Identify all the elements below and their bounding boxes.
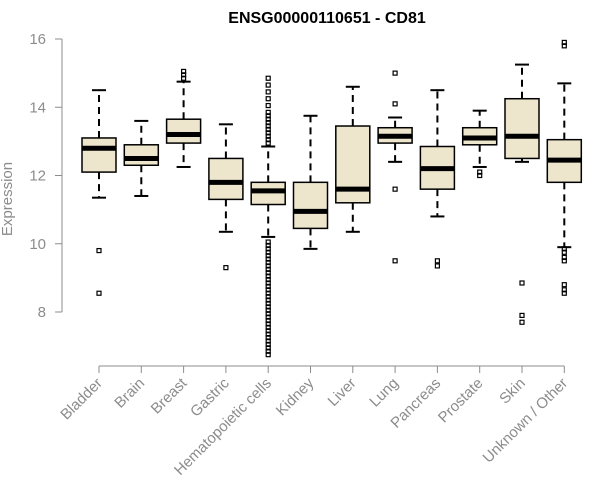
outlier-point (392, 186, 398, 192)
x-tick-label: Bladder (57, 375, 106, 424)
iqr-box (292, 181, 329, 230)
box-group (377, 70, 413, 264)
x-tick-label: Liver (325, 375, 360, 410)
box-group (461, 109, 498, 179)
x-tick-label: Kidney (273, 374, 318, 419)
outlier-point (265, 102, 271, 109)
outlier-point (561, 249, 567, 255)
outlier-point (96, 290, 102, 296)
outlier-point (223, 265, 229, 271)
y-axis-label: Expression (0, 162, 16, 236)
outlier-point (561, 43, 567, 49)
y-tick-label: 16 (29, 31, 46, 48)
plot-area (81, 39, 583, 358)
outlier-point (265, 82, 271, 88)
outlier-point (265, 96, 271, 102)
iqr-box (504, 97, 540, 160)
y-axis: 8 10 12 14 16 (29, 31, 63, 321)
box-group (208, 123, 244, 271)
x-tick-label: Lung (366, 375, 402, 411)
outlier-point (265, 140, 271, 146)
box-group (250, 75, 286, 358)
box-group (81, 89, 117, 296)
outlier-point (519, 280, 525, 286)
y-tick-label: 12 (29, 168, 46, 185)
outlier-point (561, 282, 567, 288)
outlier-point (561, 258, 567, 264)
outlier-point (434, 258, 440, 264)
box-group (546, 39, 583, 296)
outlier-point (265, 75, 271, 81)
outlier-point (392, 258, 398, 264)
iqr-box (208, 157, 244, 201)
y-tick-label: 10 (29, 236, 46, 253)
y-tick-label: 14 (29, 99, 46, 116)
iqr-box (165, 118, 202, 144)
outlier-point (519, 312, 525, 319)
iqr-box (250, 181, 286, 206)
x-tick-label: Prostate (435, 375, 487, 427)
outlier-point (96, 247, 102, 254)
box-group (419, 89, 456, 269)
outlier-point (519, 319, 525, 325)
outlier-point (561, 290, 567, 296)
outlier-point (392, 70, 398, 76)
box-group (292, 114, 329, 250)
box-group (504, 63, 540, 325)
iqr-box (81, 137, 117, 173)
y-tick-label: 8 (38, 304, 46, 321)
box-group (165, 68, 202, 168)
box-group (123, 119, 160, 197)
outlier-point (477, 172, 483, 179)
iqr-box (123, 144, 160, 167)
x-tick-label: Brain (111, 375, 148, 412)
outlier-point (265, 89, 271, 95)
outlier-point (265, 352, 271, 358)
chart-title: ENSG00000110651 - CD81 (228, 10, 426, 27)
outlier-point (434, 263, 440, 269)
x-tick-label: Breast (148, 374, 191, 417)
box-group (335, 85, 371, 233)
outlier-point (181, 68, 187, 75)
outlier-point (392, 101, 398, 107)
x-tick-label: Skin (496, 375, 529, 408)
